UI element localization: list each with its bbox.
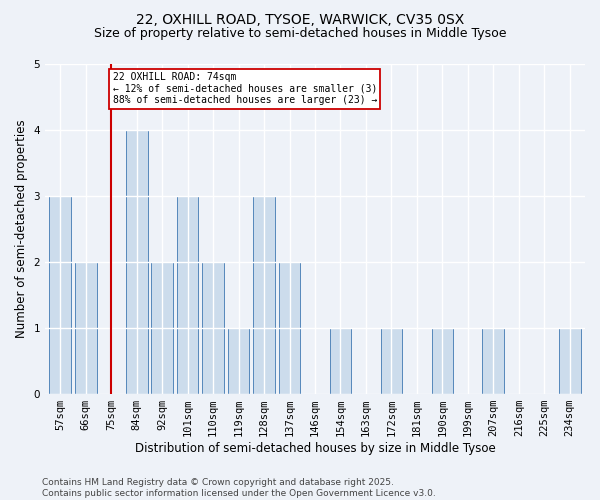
- Bar: [253, 196, 275, 394]
- Bar: [279, 262, 301, 394]
- Bar: [75, 262, 97, 394]
- Text: Contains HM Land Registry data © Crown copyright and database right 2025.
Contai: Contains HM Land Registry data © Crown c…: [42, 478, 436, 498]
- Bar: [202, 262, 224, 394]
- Bar: [151, 262, 173, 394]
- Bar: [329, 328, 352, 394]
- Bar: [126, 130, 148, 394]
- Bar: [431, 328, 453, 394]
- Text: 22, OXHILL ROAD, TYSOE, WARWICK, CV35 0SX: 22, OXHILL ROAD, TYSOE, WARWICK, CV35 0S…: [136, 12, 464, 26]
- Y-axis label: Number of semi-detached properties: Number of semi-detached properties: [15, 120, 28, 338]
- Bar: [482, 328, 504, 394]
- Bar: [380, 328, 402, 394]
- Bar: [177, 196, 199, 394]
- Bar: [49, 196, 71, 394]
- Bar: [228, 328, 250, 394]
- Text: 22 OXHILL ROAD: 74sqm
← 12% of semi-detached houses are smaller (3)
88% of semi-: 22 OXHILL ROAD: 74sqm ← 12% of semi-deta…: [113, 72, 377, 105]
- Text: Size of property relative to semi-detached houses in Middle Tysoe: Size of property relative to semi-detach…: [94, 28, 506, 40]
- Bar: [559, 328, 581, 394]
- X-axis label: Distribution of semi-detached houses by size in Middle Tysoe: Distribution of semi-detached houses by …: [134, 442, 496, 455]
